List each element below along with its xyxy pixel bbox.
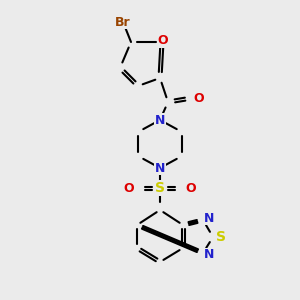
Text: O: O <box>194 92 204 104</box>
Text: O: O <box>186 182 196 194</box>
Text: O: O <box>158 34 168 47</box>
Text: S: S <box>216 230 226 244</box>
Text: N: N <box>155 161 165 175</box>
Text: O: O <box>124 182 134 194</box>
Text: N: N <box>204 212 214 224</box>
Text: S: S <box>155 181 165 195</box>
Text: Br: Br <box>115 16 131 28</box>
Text: N: N <box>204 248 214 262</box>
Text: N: N <box>155 113 165 127</box>
